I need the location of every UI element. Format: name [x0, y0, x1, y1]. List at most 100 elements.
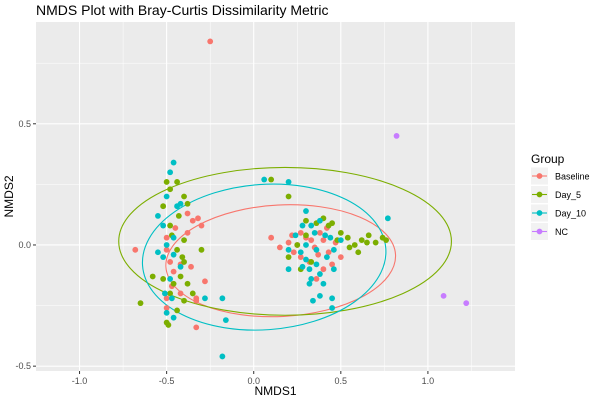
point-day-5: [285, 193, 292, 200]
point-day-5: [181, 193, 187, 200]
point-day-10: [170, 314, 177, 321]
point-day-5: [181, 237, 187, 244]
point-day-5: [184, 280, 191, 287]
point-day-10: [308, 276, 315, 282]
point-day-10: [330, 266, 337, 273]
point-baseline: [329, 261, 336, 268]
chart-title: NMDS Plot with Bray-Curtis Dissimilarity…: [36, 2, 328, 18]
y-tick-label: 0.0: [18, 240, 31, 250]
legend-marker: [536, 210, 543, 216]
point-day-10: [202, 295, 208, 302]
point-day-5: [170, 280, 177, 287]
point-baseline: [132, 246, 139, 253]
point-baseline: [184, 210, 191, 217]
point-day-5: [325, 222, 332, 229]
point-day-10: [167, 169, 174, 176]
point-day-10: [330, 246, 337, 253]
point-day-5: [365, 232, 372, 239]
point-day-5: [294, 242, 301, 248]
point-day-5: [149, 273, 156, 280]
point-day-10: [219, 353, 226, 360]
point-day-10: [317, 217, 323, 224]
point-day-10: [160, 222, 167, 229]
legend-label: Baseline: [555, 172, 590, 182]
point-baseline: [320, 266, 327, 273]
point-day-10: [285, 246, 292, 253]
point-day-10: [327, 234, 334, 241]
legend-label: Day_10: [555, 209, 586, 219]
point-baseline: [308, 237, 315, 244]
legend-marker: [536, 228, 543, 235]
x-tick-label: -0.5: [159, 376, 175, 386]
point-day-5: [285, 254, 292, 260]
point-day-5: [165, 322, 172, 328]
point-day-5: [189, 290, 196, 297]
point-day-10: [306, 280, 313, 287]
point-baseline: [184, 229, 191, 236]
point-baseline: [325, 249, 332, 256]
point-day-10: [308, 222, 315, 229]
point-day-10: [317, 292, 323, 299]
point-baseline: [268, 234, 275, 241]
point-baseline: [320, 237, 327, 244]
point-day-10: [170, 251, 177, 258]
point-day-10: [163, 309, 170, 316]
point-day-5: [160, 203, 167, 210]
point-baseline: [317, 229, 323, 236]
point-day-10: [163, 193, 170, 200]
point-day-10: [155, 212, 161, 219]
point-day-5: [160, 276, 167, 282]
x-axis-ticks: -1.0 -0.5 0.0 0.5 1.0: [72, 371, 434, 386]
point-day-10: [168, 295, 175, 302]
point-baseline: [276, 244, 283, 251]
legend-title: Group: [531, 152, 565, 166]
ellipse-day-10: [141, 183, 387, 331]
point-day-5: [181, 259, 187, 265]
point-day-10: [285, 179, 292, 185]
point-baseline: [167, 259, 174, 265]
point-day-10: [313, 261, 320, 268]
legend-item-baseline: Baseline: [531, 167, 590, 185]
point-day-10: [167, 276, 174, 282]
point-day-5: [346, 244, 353, 251]
point-baseline: [195, 215, 201, 222]
x-tick-label: 0.0: [247, 376, 260, 386]
point-baseline: [170, 268, 177, 275]
ellipse-day-5: [118, 166, 452, 316]
point-baseline: [198, 222, 205, 229]
ellipse-baseline: [165, 204, 397, 318]
point-day-5: [174, 307, 180, 314]
point-day-5: [268, 176, 275, 183]
point-baseline: [163, 305, 170, 311]
point-baseline: [189, 217, 196, 224]
point-baseline: [207, 38, 214, 45]
y-tick-label: -0.5: [15, 361, 31, 371]
point-baseline: [313, 276, 320, 282]
point-baseline: [337, 254, 344, 260]
point-day-10: [311, 229, 318, 236]
point-baseline: [172, 225, 179, 231]
point-day-10: [299, 263, 306, 270]
point-baseline: [163, 246, 170, 253]
point-day-10: [177, 200, 184, 207]
point-day-5: [372, 239, 379, 246]
point-day-5: [181, 297, 187, 304]
point-baseline: [315, 251, 322, 258]
x-axis-label: NMDS1: [254, 384, 296, 398]
point-nc: [440, 292, 447, 299]
point-day-10: [285, 266, 292, 273]
point-day-5: [174, 179, 180, 185]
point-day-5: [364, 239, 370, 246]
point-day-10: [155, 249, 161, 256]
point-day-5: [179, 254, 186, 260]
point-day-5: [174, 246, 180, 253]
legend-item-day-10: Day_10: [531, 204, 586, 222]
point-day-5: [167, 222, 174, 229]
legend-entries: Baseline Day_5 Day_10 NC: [531, 167, 590, 240]
point-day-10: [320, 280, 327, 287]
point-baseline: [202, 278, 208, 285]
legend-item-day-5: Day_5: [531, 186, 581, 203]
point-day-10: [337, 237, 344, 244]
legend: Group Baseline Day_5 Day_10 NC: [531, 152, 590, 240]
